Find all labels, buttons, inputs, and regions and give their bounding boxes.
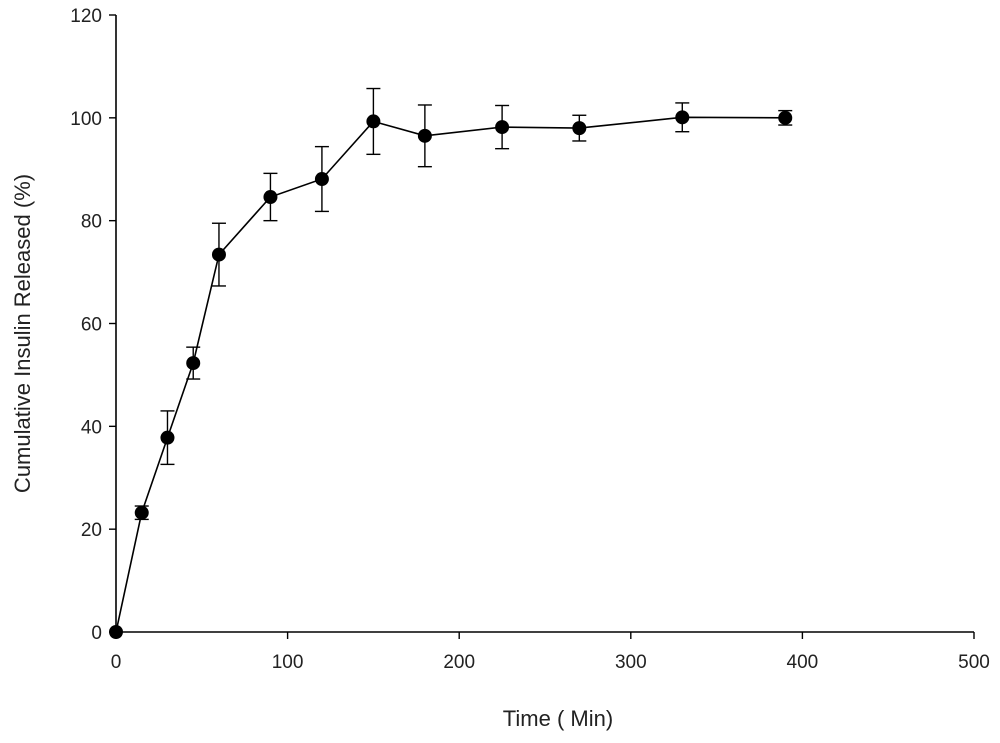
y-tick-label: 20 — [81, 520, 102, 541]
x-tick-label: 400 — [787, 652, 819, 673]
data-point — [366, 114, 381, 129]
y-tick-label: 0 — [91, 623, 102, 644]
axes — [115, 15, 974, 633]
data-point — [314, 172, 329, 187]
data-point — [134, 505, 149, 520]
data-point — [417, 128, 432, 143]
data-point — [211, 247, 226, 262]
y-tick-label: 60 — [81, 315, 102, 336]
data-point — [572, 121, 587, 136]
x-tick-label: 500 — [958, 652, 990, 673]
data-point — [675, 110, 690, 125]
x-axis-title: Time ( Min) — [503, 706, 613, 731]
y-tick-label: 80 — [81, 212, 102, 233]
error-bars — [134, 87, 793, 521]
data-point — [160, 430, 175, 445]
y-tick-label: 40 — [81, 417, 102, 438]
y-axis-title: Cumulative Insulin Released (%) — [10, 174, 35, 493]
data-point — [109, 625, 123, 639]
series-line — [115, 116, 786, 633]
data-point — [263, 190, 278, 205]
y-tick-label: 120 — [70, 6, 102, 27]
data-point — [186, 356, 201, 371]
y-ticks: 0 20 40 60 80 100 120 — [70, 6, 116, 644]
data-point — [778, 110, 793, 125]
x-tick-label: 0 — [111, 652, 122, 673]
y-tick-label: 100 — [70, 109, 102, 130]
data-markers — [109, 110, 793, 639]
data-point — [495, 120, 510, 135]
x-ticks: 0 100 200 300 400 500 — [111, 632, 990, 673]
x-tick-label: 100 — [272, 652, 304, 673]
x-tick-label: 300 — [615, 652, 647, 673]
x-tick-label: 200 — [443, 652, 475, 673]
